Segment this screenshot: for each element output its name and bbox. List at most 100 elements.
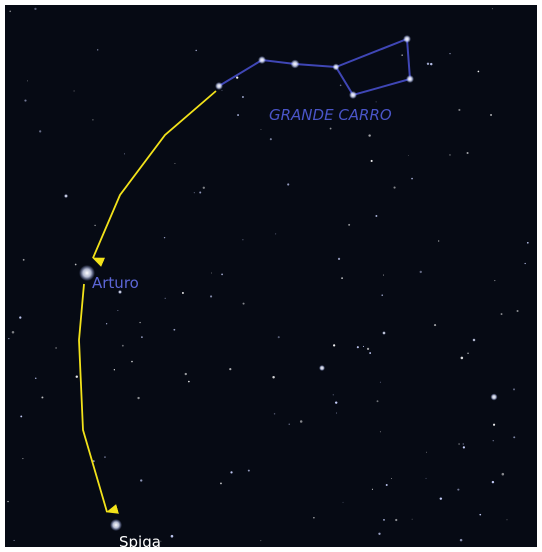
background-star: [277, 336, 280, 339]
background-star: [242, 239, 244, 241]
background-star: [220, 482, 222, 485]
background-star: [458, 443, 460, 445]
background-star: [202, 186, 205, 189]
background-star: [195, 49, 197, 52]
bright-star: [472, 338, 476, 342]
background-star: [34, 7, 37, 11]
background-star: [131, 360, 133, 363]
background-star: [332, 344, 336, 347]
background-star: [494, 280, 496, 282]
background-star: [117, 310, 119, 311]
background-star: [181, 292, 184, 294]
background-star: [368, 134, 371, 137]
background-star: [139, 321, 141, 324]
background-star: [164, 297, 166, 299]
background-star: [39, 130, 42, 133]
background-star: [19, 316, 22, 319]
background-star: [479, 513, 482, 516]
background-star: [379, 381, 381, 383]
background-star: [199, 191, 202, 194]
background-star: [20, 415, 23, 418]
background-star: [383, 519, 385, 521]
background-star: [137, 396, 140, 400]
background-star: [141, 336, 143, 339]
background-star: [411, 177, 413, 180]
background-star: [381, 294, 384, 297]
background-star: [391, 478, 393, 479]
background-star: [401, 54, 403, 56]
background-star: [229, 368, 232, 371]
background-star: [174, 162, 176, 164]
background-star: [13, 539, 15, 542]
background-star: [379, 431, 381, 433]
background-star: [237, 114, 240, 116]
background-star: [221, 89, 223, 91]
background-star: [113, 369, 115, 371]
background-star: [26, 80, 28, 82]
background-star: [163, 236, 166, 239]
background-star: [385, 483, 388, 486]
background-star: [97, 49, 99, 51]
background-star: [490, 113, 493, 116]
background-star: [477, 70, 480, 73]
background-star: [411, 518, 413, 520]
background-star: [341, 277, 343, 280]
constellation-label: GRANDE CARRO: [269, 106, 392, 124]
background-star: [337, 257, 341, 260]
background-star: [104, 456, 106, 458]
background-star: [467, 352, 469, 354]
background-star: [188, 380, 190, 383]
background-star: [348, 223, 351, 226]
background-star: [378, 532, 381, 535]
background-star: [371, 488, 374, 490]
background-star: [457, 488, 460, 491]
background-star: [491, 8, 493, 10]
background-star: [393, 186, 396, 189]
background-star: [275, 233, 277, 235]
background-star: [287, 183, 290, 186]
background-star: [173, 328, 176, 331]
background-star: [459, 538, 463, 542]
background-star: [41, 396, 44, 399]
background-star: [339, 84, 342, 87]
background-star: [356, 346, 359, 349]
background-star: [242, 302, 245, 305]
background-star: [425, 477, 427, 479]
background-star: [313, 517, 315, 519]
background-star: [34, 377, 37, 379]
constellation-lines: [218, 37, 412, 97]
background-star: [22, 458, 24, 460]
background-star: [370, 159, 373, 163]
background-star: [140, 479, 143, 482]
background-star: [121, 344, 124, 347]
background-star: [211, 272, 213, 274]
background-star: [92, 460, 95, 463]
bright-star: [118, 290, 122, 294]
spiga-star: [110, 519, 122, 531]
background-star: [260, 129, 262, 130]
star-label: Spiga: [119, 533, 161, 551]
background-star: [395, 518, 398, 522]
background-star: [433, 324, 437, 327]
background-star: [236, 76, 239, 79]
background-star: [184, 372, 187, 376]
background-star: [375, 101, 377, 103]
background-star: [407, 155, 409, 157]
background-star: [92, 119, 94, 121]
background-star: [8, 338, 10, 340]
background-star: [75, 375, 78, 378]
background-star: [430, 62, 433, 66]
background-star: [375, 215, 378, 217]
background-star: [221, 273, 223, 276]
background-star: [513, 388, 515, 391]
background-star: [160, 540, 162, 542]
background-stars: [7, 7, 529, 542]
background-star: [526, 241, 529, 244]
constellation-stars: [215, 35, 414, 99]
background-star: [513, 436, 516, 439]
background-star: [342, 501, 344, 503]
background-star: [492, 423, 496, 426]
background-star: [466, 152, 469, 155]
background-star: [230, 471, 233, 474]
